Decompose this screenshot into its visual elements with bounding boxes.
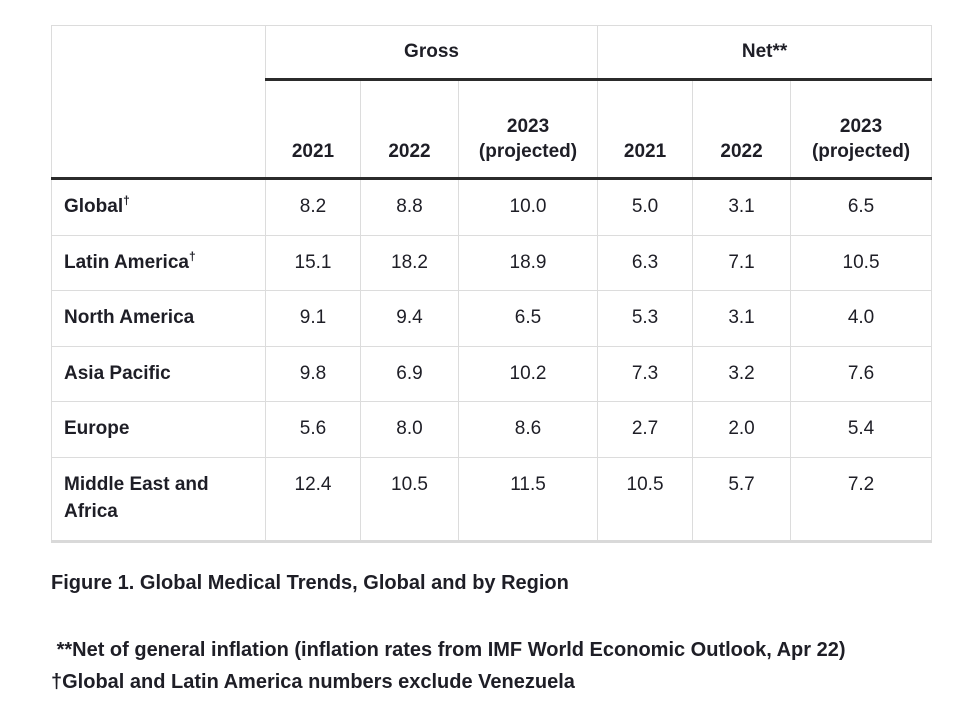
table-cell: 10.0 [457,178,599,236]
corner-cell [51,25,266,180]
table-row-north-america: North America 9.1 9.4 6.5 5.3 3.1 4.0 [51,290,933,347]
table-cell: 9.4 [360,290,459,347]
table-row-asia-pacific: Asia Pacific 9.8 6.9 10.2 7.3 3.2 7.6 [51,345,933,403]
dagger-mark: † [123,193,130,208]
table-cell: 6.5 [790,178,933,236]
table-cell: 7.6 [790,345,933,403]
year-label: 2022 [388,141,431,163]
table-cell: 8.8 [360,178,459,236]
table-cell: 7.2 [790,456,933,542]
table-cell: 6.9 [360,345,459,403]
year-label: 2023 [506,115,550,137]
row-label: Latin America† [51,234,266,292]
year-qualifier: (projected) [811,141,911,163]
table-cell: 10.5 [597,456,694,542]
table-cell: 2.7 [597,401,694,458]
table-cell: 5.7 [692,456,792,542]
footnote-venezuela: †Global and Latin America numbers exclud… [51,670,575,693]
table-cell: 5.3 [597,290,694,347]
table-cell: 8.6 [457,401,599,458]
row-label: Middle East and Africa [51,456,266,542]
row-label: Europe [51,401,266,458]
row-label: Asia Pacific [51,345,266,403]
table-cell: 10.5 [790,234,933,292]
table-cell: 5.4 [790,401,933,458]
group-header-gross: Gross [264,25,599,81]
table-cell: 8.2 [265,178,361,236]
table-cell: 5.6 [265,401,361,458]
table-cell: 18.9 [457,234,599,292]
region-name: Middle East and Africa [64,473,209,523]
year-label: 2021 [291,141,335,163]
table-row-latin-america: Latin America† 15.1 18.2 18.9 6.3 7.1 10… [51,234,933,292]
table-cell: 7.1 [692,234,792,292]
table-cell: 6.5 [457,290,599,347]
table-cell: 5.0 [597,178,694,236]
table-cell: 15.1 [265,234,361,292]
table-cell: 12.4 [265,456,361,542]
group-header-net: Net** [597,25,933,81]
dagger-mark: † [188,249,196,264]
table-cell: 6.3 [597,234,694,292]
table-row-middle-east-africa: Middle East and Africa 12.4 10.5 11.5 10… [51,456,933,542]
region-name: North America [64,307,195,329]
table-row-global: Global† 8.2 8.8 10.0 5.0 3.1 6.5 [51,178,933,236]
table-cell: 18.2 [360,234,459,292]
year-header-row: 2021 2022 2023 (projected) 2021 2022 2023… [52,79,933,180]
year-header-net-2022: 2022 [692,79,792,180]
region-name: Latin America [64,251,189,273]
year-label: 2022 [720,141,763,163]
footnotes-block: **Net of general inflation (inflation ra… [51,634,851,698]
year-header-gross-2022: 2022 [360,79,459,180]
year-header-gross-2021: 2021 [265,79,361,180]
table-cell: 10.5 [360,456,459,542]
group-header-row: Gross Net** [51,25,933,180]
year-header-net-2021: 2021 [597,79,694,180]
table-cell: 3.1 [692,290,792,347]
figure-page: Gross Net** 2021 2022 2023 (projected) 20… [51,25,933,698]
table-cell: 11.5 [457,456,599,542]
table-cell: 9.1 [265,290,361,347]
row-label: North America [51,290,266,347]
table-row-europe: Europe 5.6 8.0 8.6 2.7 2.0 5.4 [51,401,933,458]
table-cell: 8.0 [360,401,459,458]
row-label: Global† [51,178,266,236]
year-label: 2021 [623,141,667,163]
table-cell: 4.0 [790,290,933,347]
region-name: Europe [64,418,130,440]
table-cell: 2.0 [692,401,792,458]
table-cell: 10.2 [457,345,599,403]
year-qualifier: (projected) [478,141,578,163]
table-cell: 9.8 [265,345,361,403]
year-header-net-2023: 2023 (projected) [790,79,933,180]
table-cell: 3.2 [692,345,792,403]
figure-caption: Figure 1. Global Medical Trends, Global … [51,571,569,594]
footnote-net-inflation: **Net of general inflation (inflation ra… [51,638,846,661]
table-cell: 7.3 [597,345,694,403]
table-cell: 3.1 [692,178,792,236]
year-header-gross-2023: 2023 (projected) [457,79,599,180]
region-name: Global [64,196,124,217]
region-name: Asia Pacific [64,362,171,384]
medical-trends-table: Gross Net** 2021 2022 2023 (projected) 20… [51,25,933,543]
year-label: 2023 [839,115,883,137]
